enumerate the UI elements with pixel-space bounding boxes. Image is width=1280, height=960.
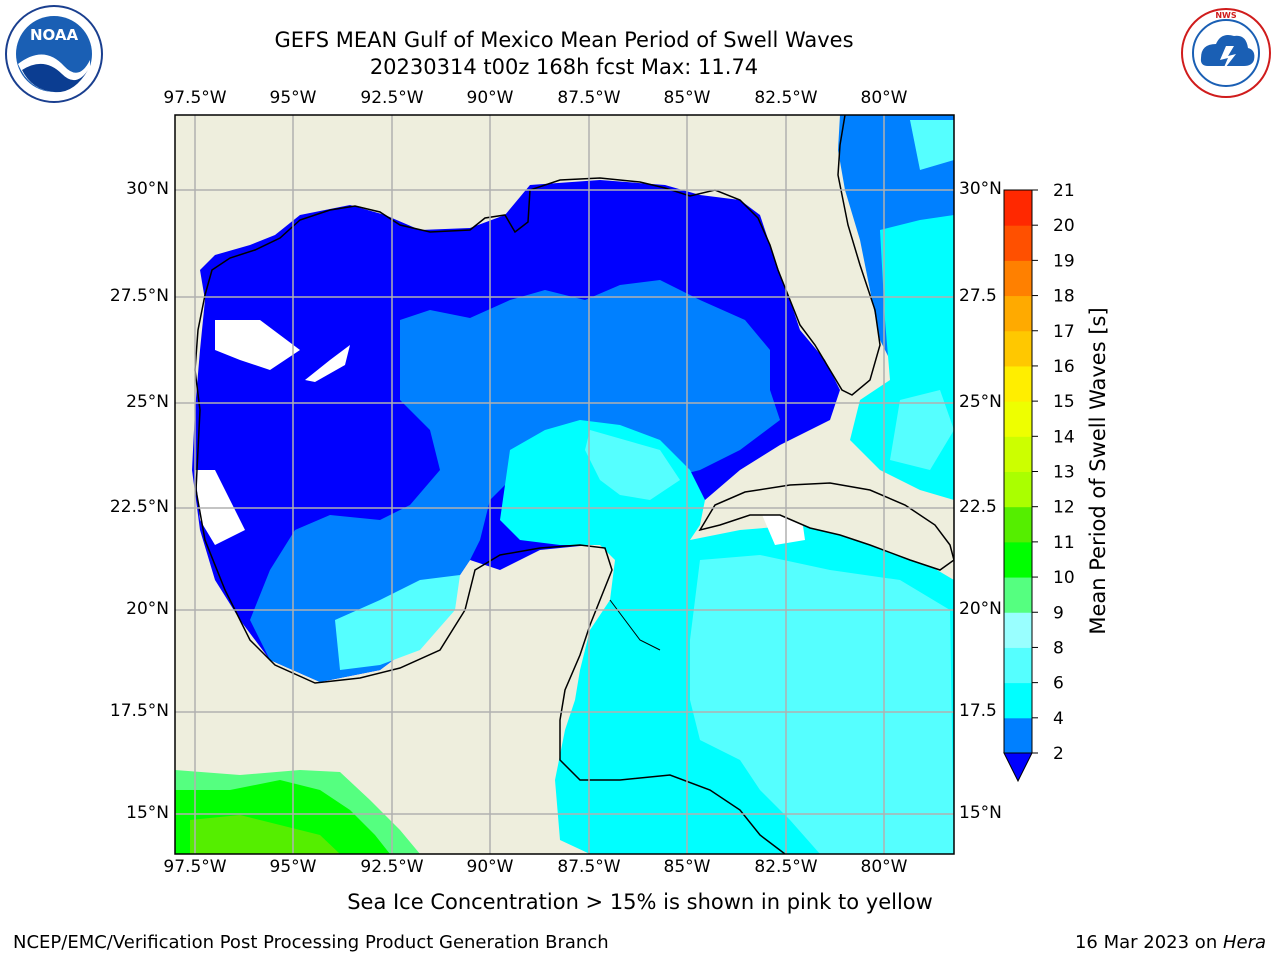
lon-label-bottom: 82.5°W: [754, 857, 818, 877]
lon-label-bottom: 85°W: [663, 857, 711, 877]
gulf-mid-swell-region: [250, 280, 780, 682]
sea-ice-note: Sea Ice Concentration > 15% is shown in …: [347, 890, 933, 914]
colorbar-segment: [1004, 647, 1032, 684]
lon-label-top: 92.5°W: [360, 88, 424, 108]
coastline: [204, 115, 881, 396]
lat-label-right: 20°N: [959, 599, 1002, 619]
lon-label-bottom: 97.5°W: [163, 857, 227, 877]
colorbar-segment: [1004, 190, 1032, 226]
lat-label-left: 15°N: [126, 803, 169, 823]
colorbar-tick-label: 13: [1053, 463, 1075, 483]
colorbar-extend-arrow: [1003, 752, 1033, 783]
colorbar-segment: [1004, 717, 1032, 754]
lon-label-bottom: 92.5°W: [360, 857, 424, 877]
lon-label-top: 82.5°W: [754, 88, 818, 108]
colorbar-segment: [1004, 436, 1032, 472]
nws-logo: NWS: [1181, 8, 1271, 98]
colorbar-tick-label: 18: [1053, 287, 1075, 307]
lat-label-left: 27.5°N: [109, 286, 169, 306]
lon-label-top: 80°W: [860, 88, 908, 108]
lat-label-left: 25°N: [126, 392, 169, 412]
lon-label-bottom: 80°W: [860, 857, 908, 877]
colorbar-tick-label: 8: [1053, 638, 1064, 658]
lat-label-left: 17.5°N: [109, 701, 169, 721]
colorbar-segment: [1004, 612, 1032, 648]
light-cyan-swell-region: [690, 555, 954, 854]
svg-text:NOAA: NOAA: [30, 26, 79, 44]
lon-label-top: 95°W: [269, 88, 317, 108]
lat-label-right: 30°N: [959, 179, 1002, 199]
colorbar-tick-label: 9: [1053, 603, 1064, 623]
colorbar: 2 4 6 8 9 10 11 12 13 14 15 16 17 18 19 20 21: [1003, 181, 1075, 783]
lat-label-right: 17.5: [959, 701, 997, 721]
lon-label-top: 90°W: [466, 88, 514, 108]
map-gridlines: [175, 115, 954, 854]
lat-label-right: 27.5: [959, 286, 997, 306]
lat-label-right: 22.5: [959, 497, 997, 517]
colorbar-segment: [1004, 541, 1032, 578]
colorbar-tick-label: 14: [1053, 427, 1075, 447]
colorbar-tick-label: 21: [1053, 181, 1075, 201]
chart-subtitle: 20230314 t00z 168h fcst Max: 11.74: [369, 55, 759, 79]
colorbar-tick-label: 10: [1053, 568, 1075, 588]
footer-host: Hera: [1222, 932, 1266, 953]
colorbar-segment: [1004, 365, 1032, 402]
colorbar-tick-label: 16: [1053, 357, 1075, 377]
footer-date: 16 Mar 2023 on Hera: [1074, 932, 1266, 953]
colorbar-tick-label: 11: [1053, 533, 1075, 553]
colorbar-label: Mean Period of Swell Waves [s]: [1086, 307, 1110, 634]
map-frame: [174, 114, 955, 855]
colorbar-segment: [1004, 401, 1032, 437]
lon-label-top: 87.5°W: [557, 88, 621, 108]
colorbar-segment: [1004, 260, 1032, 297]
lon-label-bottom: 90°W: [466, 857, 514, 877]
cuba-coastline: [698, 482, 954, 571]
lon-label-top: 97.5°W: [163, 88, 227, 108]
noaa-logo: NOAA: [5, 5, 103, 103]
colorbar-tick-label: 20: [1053, 216, 1075, 236]
colorbar-tick-label: 4: [1053, 709, 1064, 729]
colorbar-segment: [1004, 330, 1032, 367]
colorbar-tick-label: 19: [1053, 251, 1075, 271]
colorbar-segment: [1004, 682, 1032, 719]
chart-title: GEFS MEAN Gulf of Mexico Mean Period of …: [274, 28, 854, 52]
svg-text:NWS: NWS: [1215, 11, 1237, 20]
lat-label-left: 22.5°N: [109, 497, 169, 517]
colorbar-segment: [1004, 225, 1032, 261]
colorbar-tick-label: 15: [1053, 392, 1075, 412]
colorbar-tick-label: 17: [1053, 322, 1075, 342]
colorbar-segment: [1004, 506, 1032, 543]
lon-label-bottom: 87.5°W: [557, 857, 621, 877]
lat-label-right: 25°N: [959, 392, 1002, 412]
lat-label-right: 15°N: [959, 803, 1002, 823]
colorbar-tick-label: 6: [1053, 674, 1064, 694]
lon-label-top: 85°W: [663, 88, 711, 108]
lat-label-left: 20°N: [126, 599, 169, 619]
colorbar-segment: [1004, 295, 1032, 332]
colorbar-segment: [1004, 471, 1032, 508]
lon-label-bottom: 95°W: [269, 857, 317, 877]
colorbar-tick-label: 12: [1053, 498, 1075, 518]
lat-label-left: 30°N: [126, 179, 169, 199]
footer-credit: NCEP/EMC/Verification Post Processing Pr…: [13, 932, 609, 953]
colorbar-tick-label: 2: [1053, 744, 1064, 764]
colorbar-segment: [1004, 577, 1032, 613]
